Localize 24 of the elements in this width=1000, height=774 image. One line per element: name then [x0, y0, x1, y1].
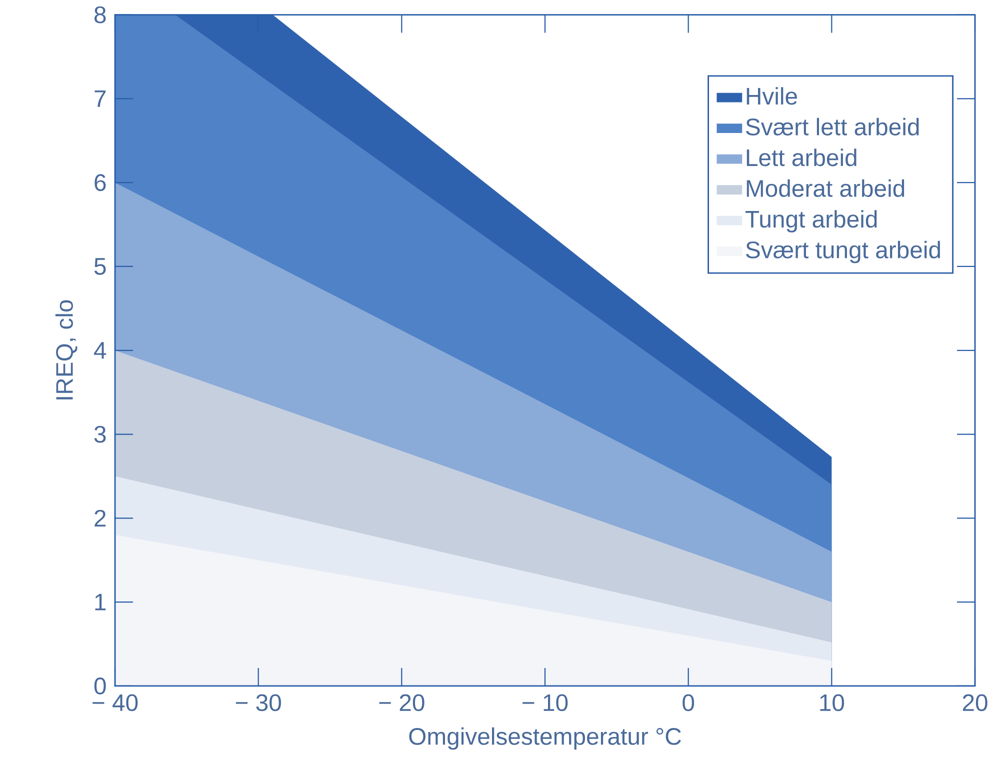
- legend-label: Hvile: [746, 87, 797, 105]
- y-tick-label: 7: [94, 90, 106, 107]
- legend-label: Svært lett arbeid: [746, 118, 919, 136]
- x-tick-label: 0: [682, 694, 694, 712]
- y-tick-label: 0: [94, 678, 106, 694]
- y-tick-label: 5: [94, 258, 106, 275]
- y-tick-label: 3: [94, 426, 106, 443]
- legend-label: Lett arbeid: [746, 148, 856, 166]
- y-tick-label: 4: [94, 342, 106, 359]
- x-tick-label: 20: [962, 694, 988, 712]
- x-tick-label: − 20: [379, 694, 424, 712]
- x-axis-title: Omgivelsestemperatur °C: [409, 727, 681, 750]
- y-tick-label: 6: [94, 174, 106, 192]
- x-tick-label: 10: [820, 694, 844, 712]
- legend-label: Tungt arbeid: [745, 210, 877, 232]
- x-tick-label: − 40: [92, 694, 138, 712]
- legend-label: Svært tungt arbeid: [746, 240, 940, 264]
- y-tick-label: 8: [94, 6, 106, 24]
- y-axis-title: IREQ, clo: [55, 300, 78, 400]
- y-tick-label: 1: [95, 594, 106, 610]
- legend-label: Moderat arbeid: [746, 179, 904, 197]
- y-tick-label: 2: [94, 510, 106, 527]
- x-tick-label: − 30: [236, 694, 281, 712]
- x-tick-label: − 10: [522, 694, 568, 712]
